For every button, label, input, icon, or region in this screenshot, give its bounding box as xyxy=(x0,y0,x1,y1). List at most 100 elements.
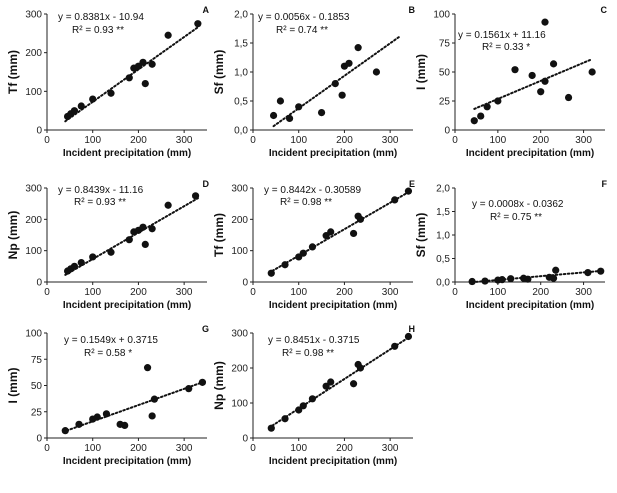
x-axis-label: Incident precipitation (mm) xyxy=(63,148,191,159)
y-tick-label: 0 xyxy=(242,434,248,445)
y-axis-label: Tf (mm) xyxy=(212,213,226,257)
x-tick-label: 100 xyxy=(490,287,507,298)
x-tick-label: 0 xyxy=(44,443,50,454)
x-tick-label: 300 xyxy=(382,287,399,298)
x-tick-label: 200 xyxy=(336,287,353,298)
y-tick-label: 0 xyxy=(444,126,450,137)
data-point xyxy=(198,378,207,386)
regression-equation: y = 0.8439x - 11.16 xyxy=(58,185,144,196)
y-axis-label: I (mm) xyxy=(6,367,20,403)
data-point xyxy=(148,225,156,233)
x-tick-label: 100 xyxy=(290,287,307,298)
data-point xyxy=(308,395,317,403)
x-tick-label: 0 xyxy=(44,287,50,298)
data-point xyxy=(102,410,111,418)
r-squared-label: R² = 0.33 * xyxy=(482,42,530,53)
x-tick-label: 200 xyxy=(130,443,147,454)
r-squared-label: R² = 0.75 ** xyxy=(490,212,542,223)
data-point xyxy=(121,421,129,429)
y-tick-label: 1,0 xyxy=(234,68,248,79)
data-point xyxy=(338,91,346,99)
panel-g: 0 100 200 300 0 25 50 75 100 Incident precipitati… xyxy=(6,324,209,467)
regression-equation: y = 0.1561x + 11.16 xyxy=(458,30,546,41)
trend-line xyxy=(268,189,412,274)
x-tick-label: 100 xyxy=(84,443,101,454)
trend-line xyxy=(268,335,412,429)
panel-c: 0 100 200 300 0 25 50 75 100 Incident precipitati… xyxy=(414,5,608,159)
data-point xyxy=(494,97,502,105)
data-point xyxy=(267,424,275,432)
data-point xyxy=(141,240,149,248)
x-tick-label: 100 xyxy=(84,135,101,146)
data-point xyxy=(549,274,558,282)
x-axis-label: Incident precipitation (mm) xyxy=(269,148,397,159)
regression-equation: y = 0.1549x + 0.3715 xyxy=(64,335,158,346)
y-tick-label: 0,5 xyxy=(436,254,450,265)
data-point xyxy=(164,31,172,39)
x-axis-label: Incident precipitation (mm) xyxy=(63,456,191,467)
data-point xyxy=(331,80,339,88)
x-axis-label: Incident precipitation (mm) xyxy=(269,300,397,311)
data-point xyxy=(468,277,476,286)
x-tick-label: 200 xyxy=(532,287,549,298)
x-tick-label: 300 xyxy=(176,443,193,454)
y-tick-label: 0 xyxy=(242,278,248,289)
y-tick-label: 100 xyxy=(25,246,42,257)
y-axis-label: Np (mm) xyxy=(212,361,226,410)
x-axis-label: Incident precipitation (mm) xyxy=(466,148,594,159)
data-point xyxy=(322,382,330,390)
r-squared-label: R² = 0.93 ** xyxy=(74,197,126,208)
x-tick-label: 200 xyxy=(532,135,549,146)
y-tick-label: 2,0 xyxy=(436,184,450,195)
x-tick-label: 0 xyxy=(452,135,458,146)
data-point xyxy=(588,68,596,76)
x-tick-label: 0 xyxy=(250,287,256,298)
data-point xyxy=(77,258,85,267)
data-point xyxy=(143,364,152,372)
y-tick-label: 75 xyxy=(439,39,451,50)
data-point xyxy=(349,229,358,238)
data-point xyxy=(150,395,159,403)
x-tick-label: 100 xyxy=(290,135,307,146)
data-point xyxy=(89,95,97,103)
data-point xyxy=(107,248,115,256)
x-tick-label: 100 xyxy=(84,287,101,298)
y-tick-label: 2,0 xyxy=(234,10,248,21)
y-tick-label: 1,5 xyxy=(234,39,248,50)
y-tick-label: 25 xyxy=(439,97,451,108)
panel-letter: C xyxy=(601,5,608,15)
data-point xyxy=(281,261,289,269)
y-tick-label: 300 xyxy=(231,184,248,195)
data-point xyxy=(70,262,79,270)
data-point xyxy=(483,103,491,111)
panel-b: 0 100 200 300 0,0 0,5 1,0 1,5 2,0 Incident precip… xyxy=(212,5,416,159)
y-tick-label: 0,5 xyxy=(234,97,248,108)
panel-letter: A xyxy=(203,5,210,15)
r-squared-label: R² = 0.74 ** xyxy=(276,25,328,36)
data-point xyxy=(276,97,285,105)
x-tick-label: 0 xyxy=(452,287,458,298)
data-point xyxy=(498,276,506,284)
y-tick-label: 100 xyxy=(433,10,450,21)
data-point xyxy=(148,60,156,68)
data-point xyxy=(327,228,335,236)
y-tick-label: 50 xyxy=(31,381,43,392)
data-point xyxy=(125,236,133,244)
data-point xyxy=(404,332,413,341)
r-squared-label: R² = 0.98 ** xyxy=(282,348,334,359)
y-axis-label: Np (mm) xyxy=(6,211,20,260)
y-tick-label: 25 xyxy=(31,407,43,418)
y-tick-label: 0,0 xyxy=(234,126,248,137)
y-tick-label: 200 xyxy=(25,48,42,59)
x-tick-label: 300 xyxy=(575,135,592,146)
panel-f: 0 100 200 300 0,0 0,5 1,0 1,5 2,0 Incident precip… xyxy=(414,179,608,311)
r-squared-label: R² = 0.58 * xyxy=(84,348,132,359)
data-point xyxy=(61,427,69,435)
y-tick-label: 100 xyxy=(231,246,248,257)
data-point xyxy=(537,88,545,96)
panel-letter: H xyxy=(409,324,416,334)
data-point xyxy=(295,103,303,111)
y-tick-label: 0,0 xyxy=(436,278,450,289)
data-point xyxy=(75,420,83,428)
